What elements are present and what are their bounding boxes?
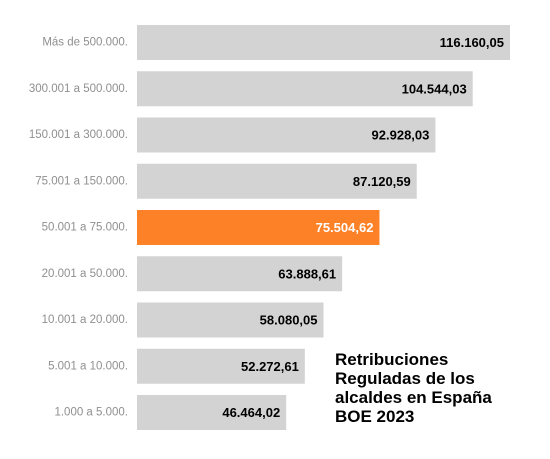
chart-title-line-2: Reguladas de los (335, 369, 475, 388)
category-label-9: 1.000 a 5.000. (54, 407, 128, 419)
bar-3 (137, 117, 436, 153)
value-label-4: 87.120,59 (353, 174, 411, 189)
bar-5 (137, 210, 380, 245)
value-label-6: 63.888,61 (278, 266, 336, 281)
bar-8 (137, 348, 305, 384)
bar-2 (137, 71, 473, 107)
category-label-5: 50.001 a 75.000. (42, 222, 128, 234)
category-label-4: 75.001 a 150.000. (35, 175, 128, 187)
bar-9 (137, 395, 287, 430)
category-label-1: Más de 500.000. (42, 37, 128, 49)
chart-title: Retribuciones Reguladas de los alcaldes … (335, 350, 545, 426)
value-label-8: 52.272,61 (241, 359, 299, 374)
value-label-1: 116.160,05 (440, 35, 504, 50)
value-label-7: 58.080,05 (260, 313, 318, 328)
bar-6 (137, 256, 343, 292)
value-labels-group: 116.160,05 104.544,03 92.928,03 87.120,59 75… (222, 35, 504, 420)
chart-title-line-3: alcaldes en España (335, 388, 492, 407)
bars-group (137, 25, 510, 430)
value-label-3: 92.928,03 (372, 128, 430, 143)
category-label-6: 20.001 a 50.000. (42, 268, 128, 280)
category-labels-group: Más de 500.000. 300.001 a 500.000. 150.001… (29, 37, 128, 419)
chart-title-line-1: Retribuciones (335, 350, 449, 369)
category-label-8: 5.001 a 10.000. (48, 360, 128, 372)
value-label-5: 75.504,62 (316, 220, 374, 235)
value-label-9: 46.464,02 (222, 405, 280, 420)
category-label-3: 150.001 a 300.000. (29, 129, 128, 141)
chart-title-line-4: BOE 2023 (335, 407, 415, 426)
category-label-7: 10.001 a 20.000. (42, 314, 128, 326)
value-label-2: 104.544,03 (402, 81, 467, 96)
category-label-2: 300.001 a 500.000. (29, 83, 128, 95)
bar-7 (137, 302, 324, 338)
bar-4 (137, 163, 417, 199)
bar-1 (137, 25, 510, 60)
